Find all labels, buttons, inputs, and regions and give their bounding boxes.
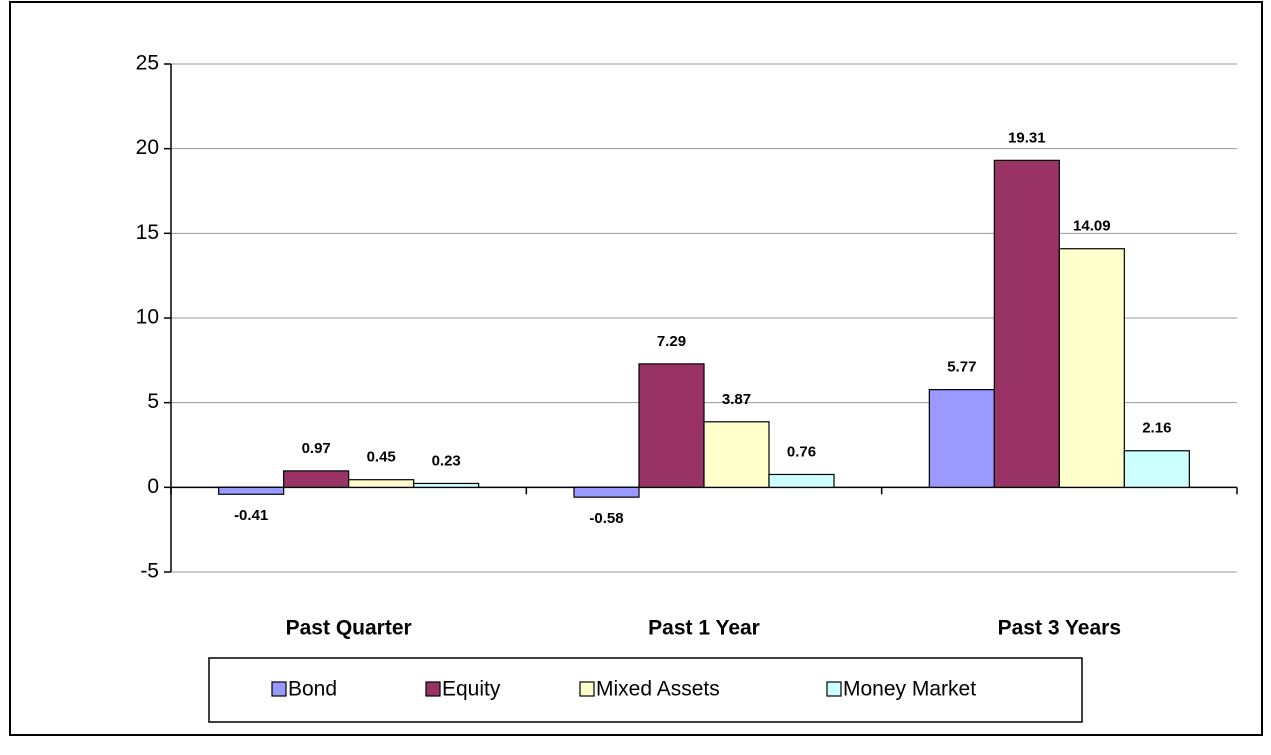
- legend-swatch: [271, 681, 287, 697]
- data-label: 0.23: [432, 452, 461, 469]
- legend-label: Money Market: [843, 678, 976, 701]
- bar: [1123, 450, 1190, 488]
- bar: [218, 486, 285, 495]
- bar: [573, 486, 640, 498]
- legend-box: [208, 657, 1083, 723]
- y-tick-label: 20: [136, 136, 159, 159]
- bar: [638, 363, 705, 488]
- legend-label: Mixed Assets: [596, 678, 720, 701]
- legend-label: Bond: [288, 678, 337, 701]
- bar: [703, 421, 770, 488]
- legend-swatch: [425, 681, 441, 697]
- data-label: 0.76: [787, 443, 816, 460]
- y-tick-label: 0: [147, 475, 159, 498]
- y-tick-label: 5: [147, 390, 159, 413]
- bar: [283, 470, 350, 488]
- y-tick-label: 15: [136, 221, 159, 244]
- bar: [413, 482, 480, 488]
- data-label: 3.87: [722, 391, 751, 408]
- bar: [348, 479, 415, 488]
- bar: [1058, 248, 1125, 488]
- data-label: 0.45: [367, 449, 396, 466]
- data-label: -0.58: [589, 510, 623, 527]
- y-tick-label: -5: [140, 560, 159, 583]
- data-label: 14.09: [1073, 218, 1111, 235]
- x-tick-label: Past Quarter: [286, 617, 412, 640]
- data-label: 0.97: [302, 440, 331, 457]
- legend-label: Equity: [442, 678, 501, 701]
- data-label: 19.31: [1008, 129, 1046, 146]
- x-tick-label: Past 3 Years: [998, 617, 1121, 640]
- bar: [768, 473, 835, 488]
- bar: [928, 389, 995, 488]
- bar: [993, 159, 1060, 488]
- legend-swatch: [826, 681, 842, 697]
- data-label: -0.41: [234, 507, 268, 524]
- y-tick-label: 25: [136, 52, 159, 75]
- data-label: 7.29: [657, 333, 686, 350]
- x-tick-label: Past 1 Year: [648, 617, 760, 640]
- y-tick-label: 10: [136, 306, 159, 329]
- data-label: 5.77: [947, 359, 976, 376]
- data-label: 2.16: [1142, 420, 1171, 437]
- legend-swatch: [579, 681, 595, 697]
